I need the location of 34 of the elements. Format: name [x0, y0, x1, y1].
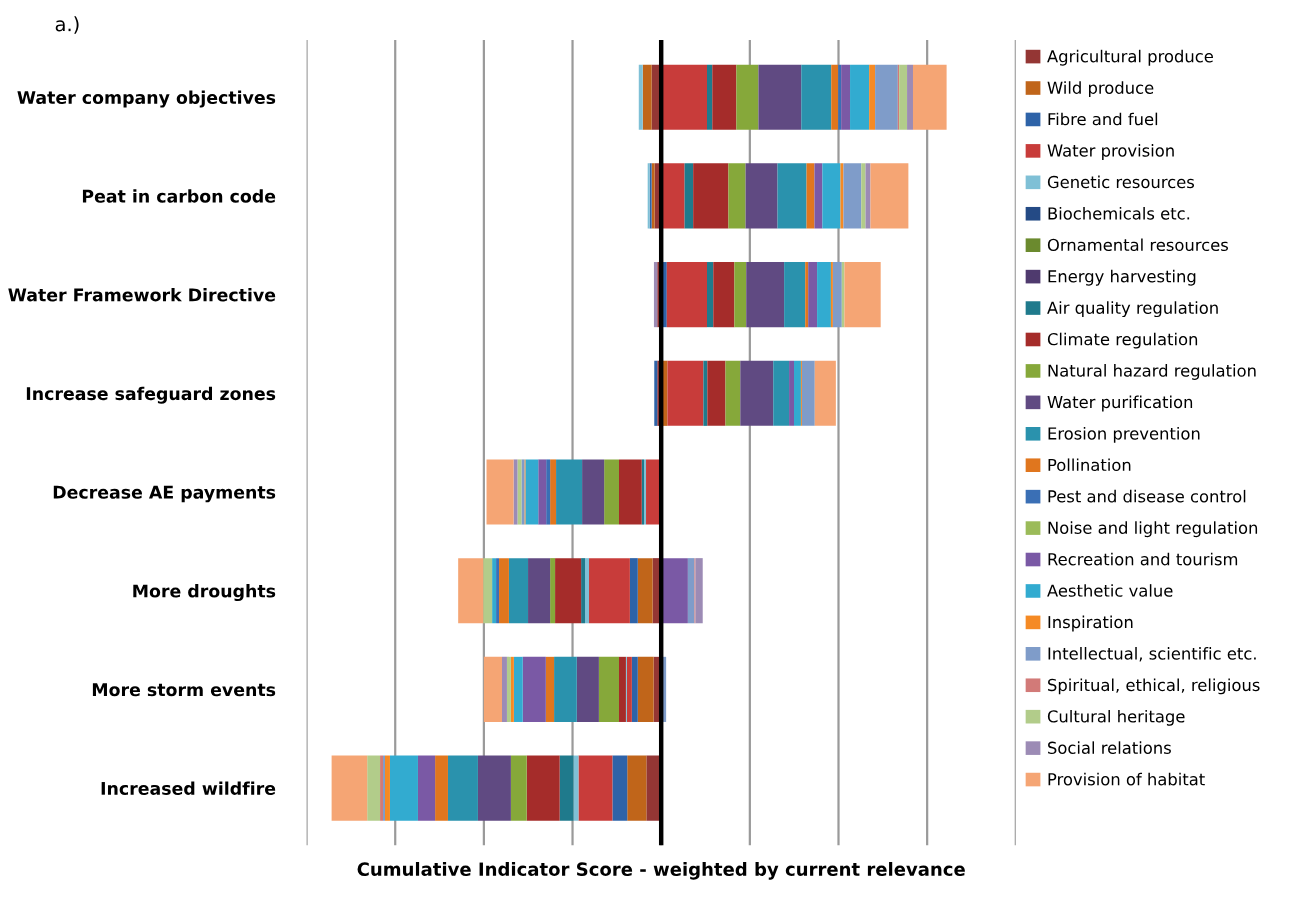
legend-label: Genetic resources	[1047, 175, 1195, 189]
legend-label: Erosion prevention	[1048, 426, 1200, 443]
legend-label: Cultural heritage	[1047, 709, 1185, 726]
legend-label: Noise and light regulation	[1048, 521, 1258, 538]
legend-label: Climate regulation	[1047, 332, 1198, 349]
legend-label: Natural hazard regulation	[1048, 364, 1256, 380]
y-tick-label: Water Framework Directive	[8, 288, 276, 302]
legend-label: Fibre and fuel	[1048, 112, 1158, 126]
y-tick-label: Increased wildfire	[101, 781, 276, 795]
legend-label: Air quality regulation	[1047, 301, 1218, 318]
y-tick-label: More storm events	[92, 683, 276, 697]
legend-label: Agricultural produce	[1047, 49, 1213, 66]
x-axis-title: Cumulative Indicator Score - weighted by current relevance	[357, 862, 965, 880]
y-tick-label: More droughts	[133, 584, 276, 602]
y-tick-label: Increase safeguard zones	[26, 386, 276, 404]
legend-label: Water purification	[1047, 395, 1193, 412]
y-tick-label: Water company objectives	[17, 90, 276, 108]
text: a.)	[55, 16, 79, 34]
legend-label: Inspiration	[1048, 615, 1133, 632]
legend-label: Pollination	[1048, 458, 1131, 472]
y-tick-label: Peat in carbon code	[82, 189, 276, 203]
legend-label: Aesthetic value	[1047, 584, 1173, 597]
legend-label: Pest and disease control	[1048, 489, 1246, 503]
legend-label: Provision of habitat	[1048, 772, 1205, 786]
legend-label: Spiritual, ethical, religious	[1048, 678, 1260, 695]
legend-label: Biochemicals etc.	[1048, 206, 1190, 220]
legend-label: Recreation and tourism	[1048, 552, 1238, 566]
legend-label: Energy harvesting	[1048, 269, 1196, 286]
legend-label: Ornamental resources	[1047, 238, 1229, 252]
y-tick-label: Decrease AE payments	[53, 485, 276, 503]
legend-label: Social relations	[1048, 741, 1171, 755]
legend-label: Wild produce	[1047, 81, 1154, 98]
legend-label: Intellectual, scientific etc.	[1048, 647, 1256, 662]
legend-label: Water provision	[1047, 144, 1174, 160]
